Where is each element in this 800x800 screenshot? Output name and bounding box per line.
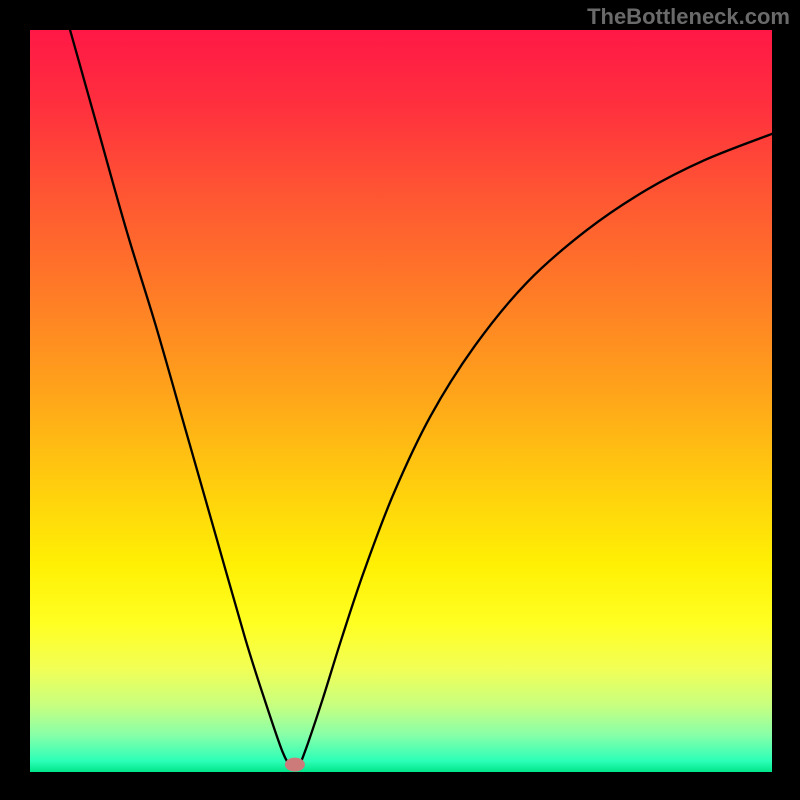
chart-container: TheBottleneck.com bbox=[0, 0, 800, 800]
chart-svg bbox=[30, 30, 772, 772]
gradient-background bbox=[30, 30, 772, 772]
optimal-point-marker bbox=[285, 758, 305, 772]
watermark-text: TheBottleneck.com bbox=[587, 4, 790, 30]
plot-area bbox=[30, 30, 772, 772]
